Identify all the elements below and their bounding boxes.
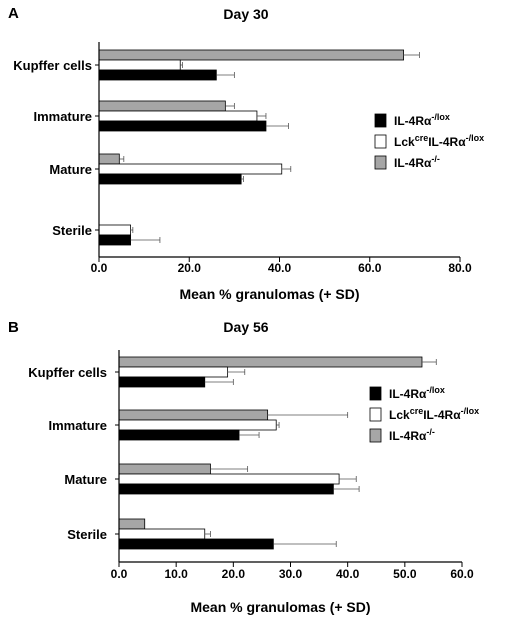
x-tick-label: 20.0 bbox=[222, 567, 246, 581]
bar bbox=[98, 100, 226, 112]
legend-label: LckcreIL-4Rα-/lox bbox=[394, 133, 484, 149]
x-tick-label: 80.0 bbox=[448, 261, 472, 275]
category-label: Immature bbox=[48, 418, 107, 433]
legend-swatch bbox=[374, 155, 387, 170]
category-label: Kupffer cells bbox=[13, 58, 92, 73]
panel-a: A Day 30 Kupffer cells Immature Mature Steril… bbox=[8, 5, 484, 302]
legend-text: IL-4Rα bbox=[423, 408, 461, 422]
legend-superscript: -/lox bbox=[466, 133, 485, 143]
bar bbox=[118, 366, 229, 378]
category-label: Mature bbox=[49, 162, 92, 177]
legend-text: IL-4Rα bbox=[389, 429, 427, 443]
legend-label: IL-4Rα-/- bbox=[394, 154, 440, 170]
legend-swatch bbox=[374, 113, 387, 128]
bar bbox=[118, 518, 146, 530]
x-tick-label: 60.0 bbox=[358, 261, 382, 275]
legend-text: Lck bbox=[389, 408, 410, 422]
legend-label: IL-4Rα-/lox bbox=[389, 385, 445, 401]
category-label: Immature bbox=[33, 109, 92, 124]
bar bbox=[98, 163, 283, 175]
bar bbox=[118, 473, 340, 485]
bar bbox=[118, 409, 269, 421]
x-tick-label: 20.0 bbox=[178, 261, 202, 275]
panel-label: B bbox=[8, 319, 19, 336]
bar bbox=[98, 49, 404, 61]
x-tick-label: 10.0 bbox=[164, 567, 188, 581]
x-tick-label: 40.0 bbox=[268, 261, 292, 275]
x-tick-label: 60.0 bbox=[450, 567, 474, 581]
legend-text: IL-4Rα bbox=[428, 135, 466, 149]
legend-text: IL-4Rα bbox=[394, 156, 432, 170]
category-label: Mature bbox=[64, 472, 107, 487]
x-tick-label: 0.0 bbox=[91, 261, 108, 275]
bar bbox=[118, 376, 206, 388]
legend-text: IL-4Rα bbox=[394, 114, 432, 128]
bar bbox=[98, 153, 120, 165]
legend-superscript: -/lox bbox=[461, 406, 480, 416]
legend-label: IL-4Rα-/lox bbox=[394, 112, 450, 128]
chart-title: Day 30 bbox=[223, 6, 268, 22]
x-tick-label: 0.0 bbox=[111, 567, 128, 581]
legend-label: IL-4Rα-/- bbox=[389, 427, 435, 443]
legend-swatch bbox=[369, 386, 382, 401]
bar bbox=[118, 538, 274, 550]
bar bbox=[98, 59, 181, 71]
legend-swatch bbox=[369, 407, 382, 422]
x-tick-label: 40.0 bbox=[336, 567, 360, 581]
bar bbox=[118, 483, 334, 495]
bar bbox=[98, 110, 258, 122]
category-label: Kupffer cells bbox=[28, 365, 107, 380]
legend-superscript: -/lox bbox=[431, 112, 450, 122]
bar bbox=[98, 224, 131, 236]
bar bbox=[98, 69, 217, 81]
legend-text: Lck bbox=[394, 135, 415, 149]
legend-superscript: -/- bbox=[426, 427, 435, 437]
legend-swatch bbox=[374, 134, 387, 149]
category-label: Sterile bbox=[52, 223, 92, 238]
bar bbox=[118, 419, 277, 431]
chart-title: Day 56 bbox=[223, 319, 268, 335]
legend-text: IL-4Rα bbox=[389, 387, 427, 401]
bar bbox=[98, 120, 267, 132]
legend-superscript: cre bbox=[415, 133, 429, 143]
x-axis-label: Mean % granulomas (+ SD) bbox=[190, 599, 370, 615]
bar bbox=[118, 429, 240, 441]
bar bbox=[118, 356, 423, 368]
legend-superscript: -/- bbox=[431, 154, 440, 164]
legend-label: LckcreIL-4Rα-/lox bbox=[389, 406, 479, 422]
bar bbox=[118, 463, 211, 475]
panel-b: B Day 56 Kupffer cells Immature Mature Steril… bbox=[8, 319, 479, 615]
bar bbox=[118, 528, 206, 540]
bar bbox=[98, 173, 242, 185]
x-tick-label: 50.0 bbox=[393, 567, 417, 581]
category-label: Sterile bbox=[67, 527, 107, 542]
x-tick-label: 30.0 bbox=[279, 567, 303, 581]
legend-superscript: -/lox bbox=[426, 385, 445, 395]
panel-label: A bbox=[8, 5, 19, 22]
bar bbox=[98, 234, 131, 246]
legend-swatch bbox=[369, 428, 382, 443]
legend-superscript: cre bbox=[410, 406, 424, 416]
x-axis-label: Mean % granulomas (+ SD) bbox=[179, 286, 359, 302]
